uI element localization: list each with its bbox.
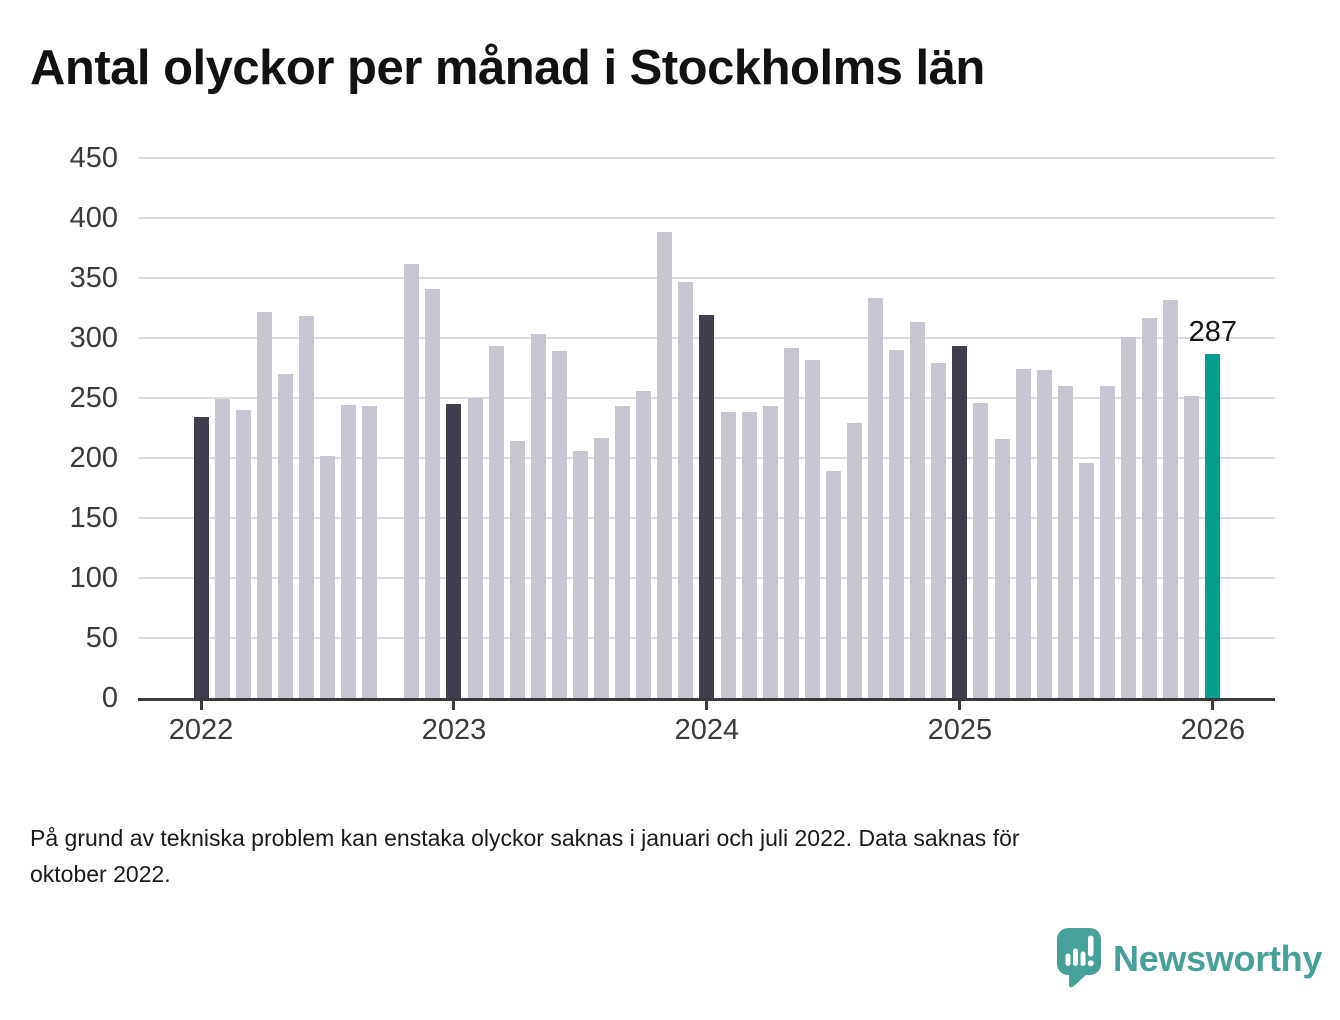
bar-2022-02 bbox=[214, 399, 230, 698]
bar-2025-10 bbox=[1142, 317, 1158, 698]
x-tick-label-2022: 2022 bbox=[168, 714, 234, 746]
bar-2022-05 bbox=[277, 374, 293, 698]
bar-2025-08 bbox=[1099, 386, 1115, 698]
y-tick-label-200: 200 bbox=[69, 442, 118, 474]
bar-2023-10 bbox=[636, 390, 652, 698]
bar-2023-05 bbox=[530, 334, 546, 698]
x-tick-2025 bbox=[958, 701, 962, 710]
bar-2025-07 bbox=[1078, 462, 1094, 698]
gridline-350 bbox=[138, 277, 1275, 279]
bar-2022-11 bbox=[404, 263, 420, 698]
bar-2024-03 bbox=[741, 412, 757, 698]
bar-2022-03 bbox=[235, 410, 251, 698]
bar-value-label: 287 bbox=[1188, 315, 1238, 348]
bar-2025-02 bbox=[973, 402, 989, 698]
bar-2023-12 bbox=[678, 281, 694, 698]
y-tick-label-50: 50 bbox=[85, 622, 118, 654]
bar-2024-11 bbox=[910, 322, 926, 698]
gridline-400 bbox=[138, 217, 1275, 219]
x-tick-2026 bbox=[1211, 701, 1215, 710]
bar-2023-07 bbox=[572, 450, 588, 698]
bar-2023-08 bbox=[594, 437, 610, 698]
bar-2022-06 bbox=[298, 316, 314, 698]
bar-2024-01 bbox=[699, 315, 715, 698]
bar-2025-12 bbox=[1184, 395, 1200, 698]
x-tick-label-2025: 2025 bbox=[927, 714, 993, 746]
bar-2024-05 bbox=[783, 347, 799, 698]
footnote-line-1: På grund av tekniska problem kan enstaka… bbox=[30, 825, 1020, 851]
newsworthy-wordmark: Newsworthy bbox=[1113, 938, 1323, 979]
y-tick-label-0: 0 bbox=[101, 682, 118, 714]
bar-2022-01 bbox=[193, 417, 209, 698]
y-tick-label-150: 150 bbox=[69, 502, 118, 534]
x-axis-line bbox=[138, 698, 1275, 701]
bar-2022-04 bbox=[256, 311, 272, 698]
x-tick-label-2023: 2023 bbox=[421, 714, 487, 746]
bar-2025-06 bbox=[1057, 386, 1073, 698]
bar-2026-01 bbox=[1205, 353, 1221, 698]
bar-2023-09 bbox=[615, 406, 631, 698]
y-tick-label-300: 300 bbox=[69, 322, 118, 354]
gridline-450 bbox=[138, 157, 1275, 159]
bar-2025-01 bbox=[952, 346, 968, 698]
y-tick-label-400: 400 bbox=[69, 202, 118, 234]
bar-2025-05 bbox=[1036, 370, 1052, 698]
x-tick-2023 bbox=[452, 701, 456, 710]
x-tick-label-2024: 2024 bbox=[674, 714, 740, 746]
bar-2024-09 bbox=[868, 298, 884, 698]
bar-2023-02 bbox=[467, 398, 483, 698]
bar-2024-10 bbox=[889, 350, 905, 698]
bar-2022-09 bbox=[362, 406, 378, 698]
bar-2025-03 bbox=[994, 438, 1010, 698]
bar-2022-12 bbox=[425, 288, 441, 698]
footnote-line-2: oktober 2022. bbox=[30, 861, 171, 887]
x-tick-2022 bbox=[199, 701, 203, 710]
bar-2023-01 bbox=[446, 404, 462, 698]
bar-2022-08 bbox=[341, 405, 357, 698]
bar-2025-04 bbox=[1015, 369, 1031, 698]
bar-2025-09 bbox=[1121, 336, 1137, 698]
bar-2023-06 bbox=[551, 351, 567, 698]
y-tick-label-100: 100 bbox=[69, 562, 118, 594]
accidents-per-month-bar-chart: 0 50 100 150 200 250 300 350 400 450 2022 2023 2024 2… bbox=[69, 142, 1275, 746]
bar-2024-12 bbox=[931, 363, 947, 698]
bar-2025-11 bbox=[1163, 299, 1179, 698]
y-tick-label-450: 450 bbox=[69, 142, 118, 174]
bar-2024-07 bbox=[825, 471, 841, 698]
x-tick-2024 bbox=[705, 701, 709, 710]
bar-2022-07 bbox=[319, 455, 335, 698]
bar-2023-11 bbox=[657, 232, 673, 698]
y-tick-label-350: 350 bbox=[69, 262, 118, 294]
newsworthy-speech-bubble-chart-icon bbox=[1057, 928, 1101, 988]
bar-2024-08 bbox=[846, 423, 862, 698]
bar-2024-04 bbox=[762, 406, 778, 698]
y-tick-label-250: 250 bbox=[69, 382, 118, 414]
bar-2024-02 bbox=[720, 412, 736, 698]
bar-2024-06 bbox=[804, 359, 820, 698]
bar-2023-04 bbox=[509, 441, 525, 698]
x-tick-label-2026: 2026 bbox=[1180, 714, 1246, 746]
chart-footnote: På grund av tekniska problem kan enstaka… bbox=[30, 820, 1260, 892]
chart-title: Antal olyckor per månad i Stockholms län bbox=[30, 41, 985, 95]
bar-2023-03 bbox=[488, 346, 504, 698]
newsworthy-logo: Newsworthy bbox=[1056, 926, 1322, 992]
